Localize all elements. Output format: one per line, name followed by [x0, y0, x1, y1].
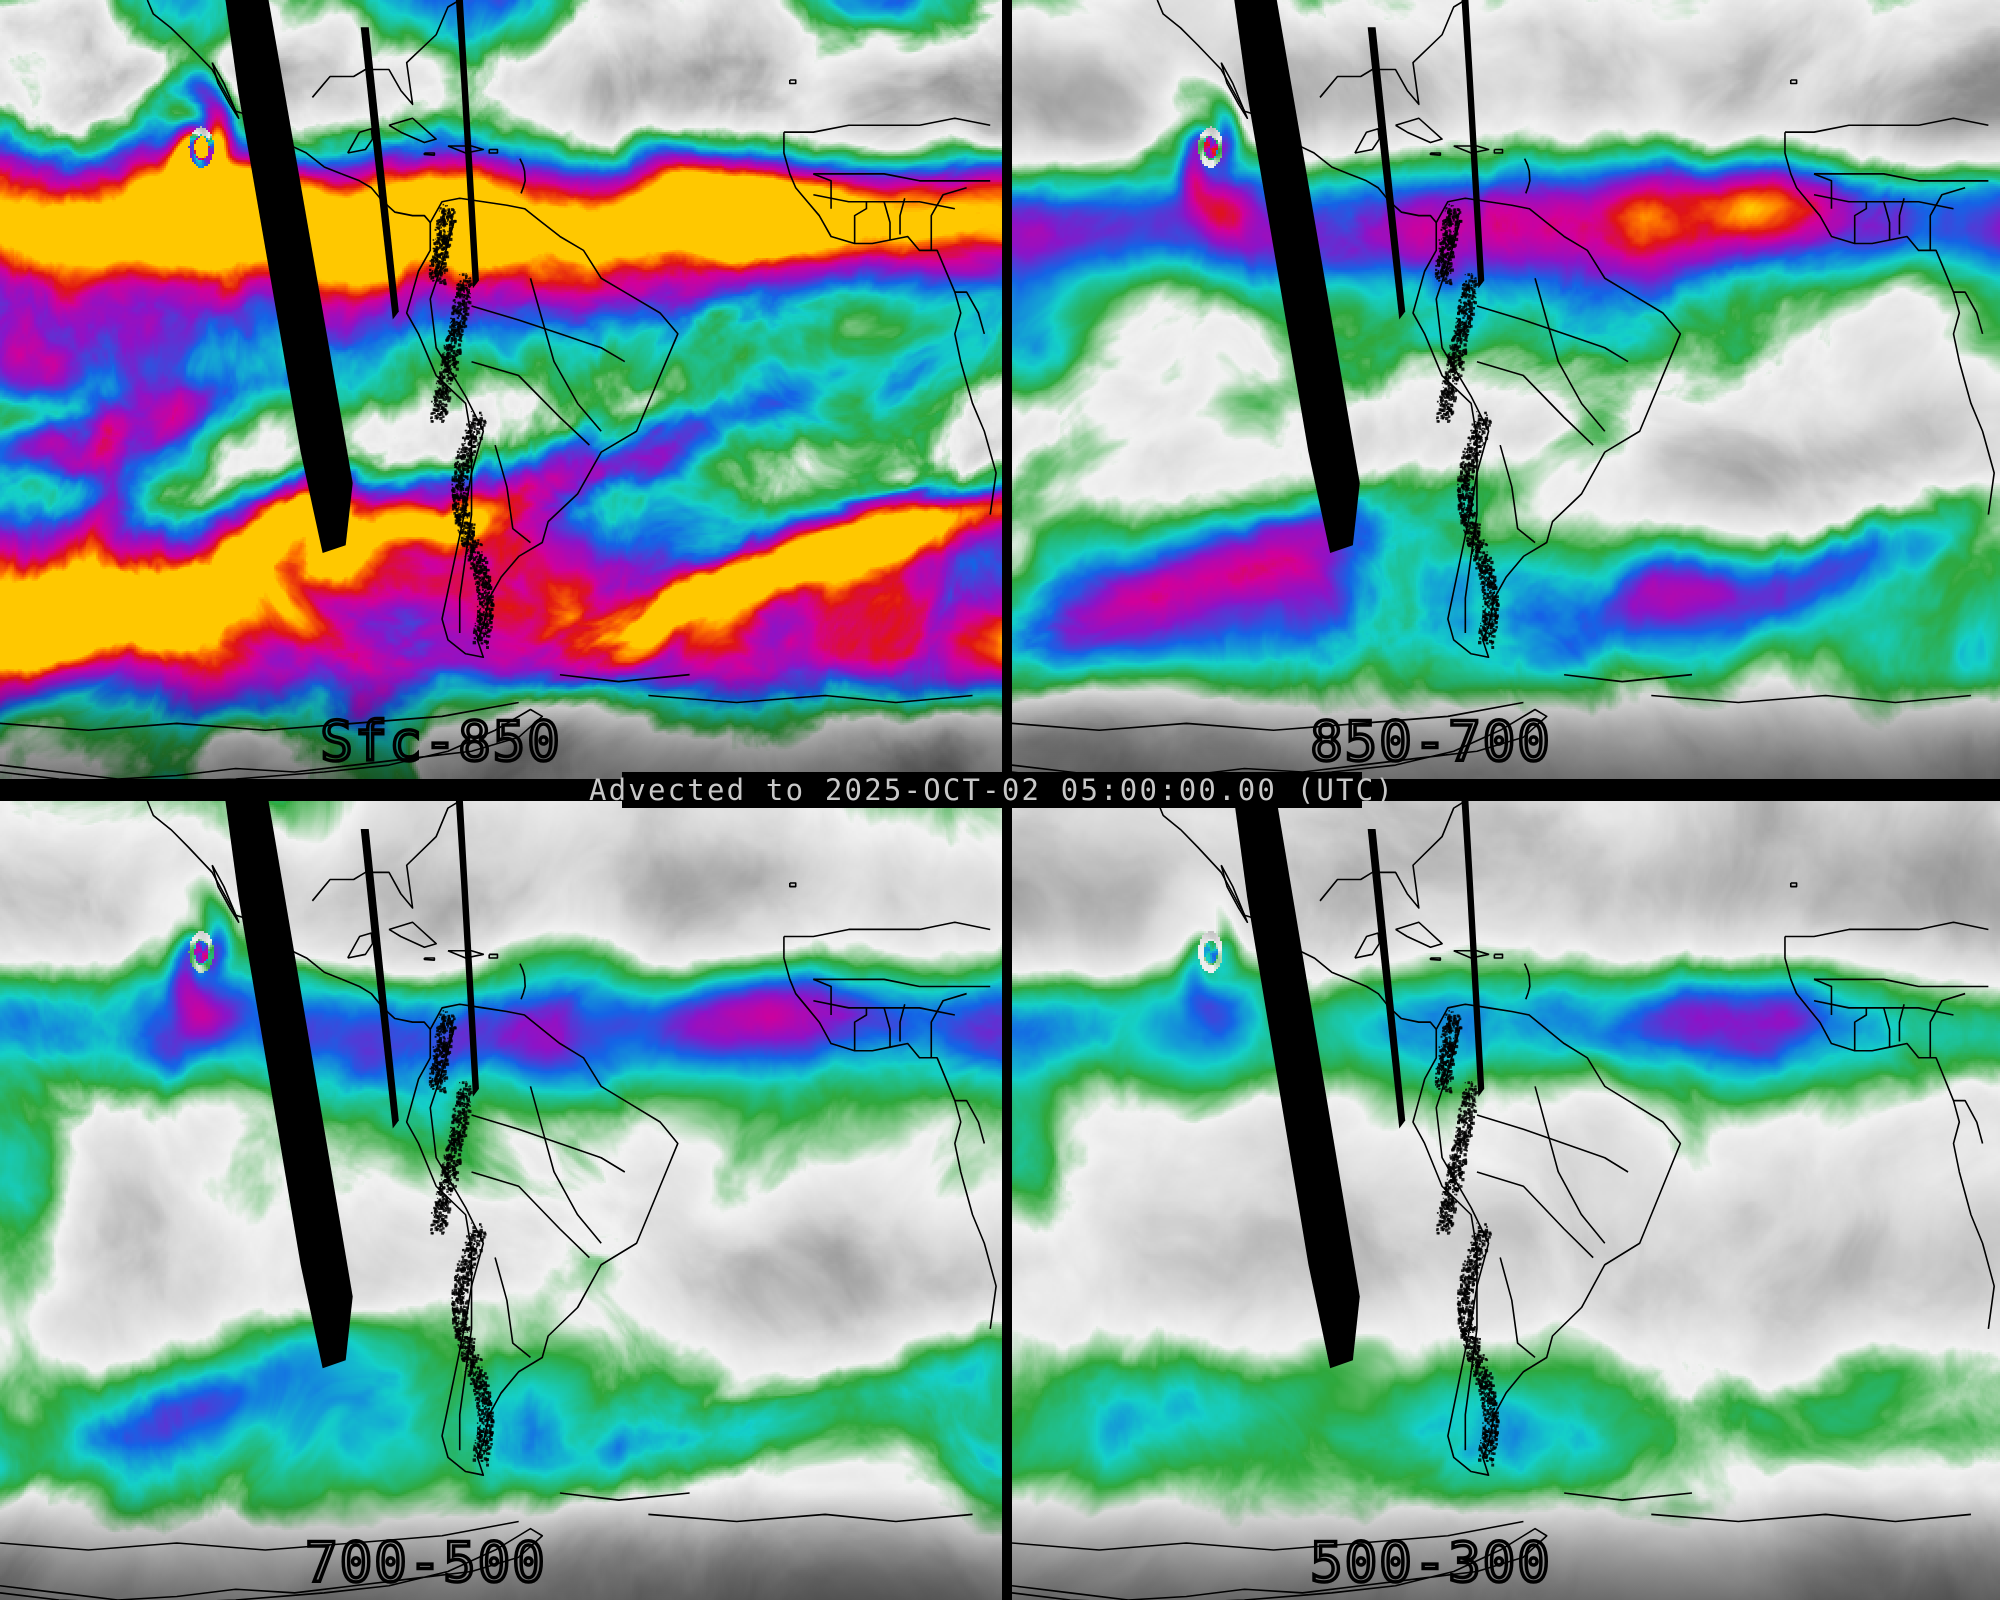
panel-field-canvas: [1012, 801, 2000, 1600]
panel-field-canvas: [0, 0, 1002, 779]
panel-700-500[interactable]: 700-500: [0, 801, 1002, 1600]
timestamp-banner: Advected to 2025-OCT-02 05:00:00.00 (UTC…: [589, 772, 1393, 808]
panel-850-700[interactable]: 850-700: [1012, 0, 2000, 779]
panel-500-300[interactable]: 500-300: [1012, 801, 2000, 1600]
panel-sfc-850[interactable]: Sfc-850: [0, 0, 1002, 779]
panel-field-canvas: [1012, 0, 2000, 779]
panel-field-canvas: [0, 801, 1002, 1600]
timestamp-text: Advected to 2025-OCT-02 05:00:00.00 (UTC…: [588, 773, 1396, 807]
